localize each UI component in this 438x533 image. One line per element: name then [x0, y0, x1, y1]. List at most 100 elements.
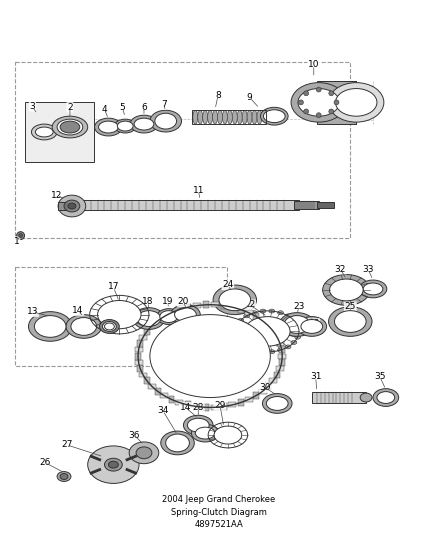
- Ellipse shape: [68, 203, 76, 209]
- Ellipse shape: [298, 88, 339, 116]
- Ellipse shape: [193, 110, 198, 124]
- Ellipse shape: [184, 415, 213, 435]
- Text: 25: 25: [345, 302, 356, 311]
- Text: 5: 5: [120, 103, 125, 112]
- Bar: [245, 397, 253, 402]
- Circle shape: [329, 91, 334, 96]
- Circle shape: [18, 233, 22, 238]
- Ellipse shape: [171, 305, 200, 325]
- Text: 36: 36: [128, 431, 140, 440]
- Bar: [269, 329, 277, 334]
- Ellipse shape: [279, 313, 315, 336]
- Bar: [185, 304, 191, 311]
- Ellipse shape: [57, 472, 71, 481]
- Bar: [211, 405, 219, 410]
- Bar: [134, 347, 143, 352]
- Bar: [265, 383, 272, 390]
- Ellipse shape: [260, 350, 266, 354]
- Text: 26: 26: [39, 458, 51, 467]
- FancyBboxPatch shape: [294, 201, 319, 209]
- Text: 19: 19: [162, 297, 173, 306]
- Bar: [221, 403, 226, 410]
- Ellipse shape: [263, 110, 285, 123]
- Ellipse shape: [208, 110, 212, 124]
- Circle shape: [304, 109, 309, 114]
- Text: 2004 Jeep Grand Cherokee
Spring-Clutch Diagram
4897521AA: 2004 Jeep Grand Cherokee Spring-Clutch D…: [162, 495, 276, 529]
- Text: 12: 12: [51, 191, 63, 200]
- Bar: [138, 366, 143, 372]
- Text: 11: 11: [193, 185, 204, 195]
- Text: 35: 35: [374, 373, 385, 381]
- Text: 28: 28: [193, 403, 204, 412]
- Ellipse shape: [233, 329, 239, 333]
- Ellipse shape: [57, 119, 83, 135]
- Ellipse shape: [269, 350, 275, 354]
- Ellipse shape: [301, 320, 323, 333]
- Bar: [169, 309, 174, 316]
- Ellipse shape: [377, 392, 395, 403]
- Text: 18: 18: [142, 297, 154, 306]
- Ellipse shape: [198, 110, 203, 124]
- Ellipse shape: [60, 473, 68, 480]
- Circle shape: [316, 87, 321, 92]
- FancyBboxPatch shape: [82, 200, 299, 210]
- Bar: [211, 302, 219, 308]
- Bar: [135, 353, 141, 360]
- Ellipse shape: [262, 393, 292, 413]
- Bar: [253, 392, 259, 399]
- Circle shape: [334, 100, 339, 105]
- Bar: [269, 378, 277, 383]
- Bar: [278, 353, 286, 359]
- Ellipse shape: [328, 306, 372, 336]
- Ellipse shape: [129, 442, 159, 464]
- Ellipse shape: [95, 118, 122, 136]
- Ellipse shape: [218, 110, 223, 124]
- Ellipse shape: [251, 348, 257, 352]
- Ellipse shape: [157, 309, 180, 325]
- Bar: [259, 389, 267, 394]
- Text: 4: 4: [102, 105, 107, 114]
- Ellipse shape: [360, 393, 372, 402]
- Ellipse shape: [234, 324, 240, 328]
- Ellipse shape: [150, 314, 270, 398]
- Ellipse shape: [203, 110, 208, 124]
- Ellipse shape: [150, 110, 181, 132]
- Bar: [176, 400, 184, 405]
- Bar: [139, 335, 147, 340]
- Text: 13: 13: [27, 307, 38, 316]
- Bar: [276, 341, 284, 346]
- Bar: [229, 305, 237, 310]
- Ellipse shape: [278, 311, 283, 314]
- Text: 6: 6: [141, 103, 147, 112]
- Text: 21: 21: [224, 350, 236, 359]
- Ellipse shape: [35, 316, 66, 337]
- Text: 23: 23: [308, 319, 319, 328]
- Bar: [193, 303, 201, 308]
- Bar: [185, 401, 191, 408]
- Text: 20: 20: [178, 297, 189, 306]
- Text: 32: 32: [335, 265, 346, 274]
- Ellipse shape: [105, 458, 122, 471]
- Ellipse shape: [160, 311, 177, 322]
- Ellipse shape: [245, 317, 290, 346]
- Text: 8: 8: [215, 91, 221, 100]
- Ellipse shape: [161, 431, 194, 455]
- Ellipse shape: [285, 345, 291, 349]
- FancyBboxPatch shape: [58, 202, 70, 210]
- Bar: [155, 318, 161, 325]
- Ellipse shape: [223, 110, 227, 124]
- Ellipse shape: [99, 320, 119, 333]
- Ellipse shape: [60, 121, 80, 133]
- Ellipse shape: [109, 461, 118, 468]
- Ellipse shape: [260, 309, 266, 313]
- Text: 7: 7: [161, 100, 166, 109]
- Ellipse shape: [58, 195, 86, 217]
- Ellipse shape: [291, 318, 297, 322]
- Ellipse shape: [52, 116, 88, 138]
- Ellipse shape: [28, 312, 72, 341]
- Text: 31: 31: [310, 373, 321, 381]
- Bar: [279, 359, 285, 366]
- Bar: [253, 313, 259, 320]
- Bar: [139, 373, 147, 377]
- Ellipse shape: [244, 314, 250, 318]
